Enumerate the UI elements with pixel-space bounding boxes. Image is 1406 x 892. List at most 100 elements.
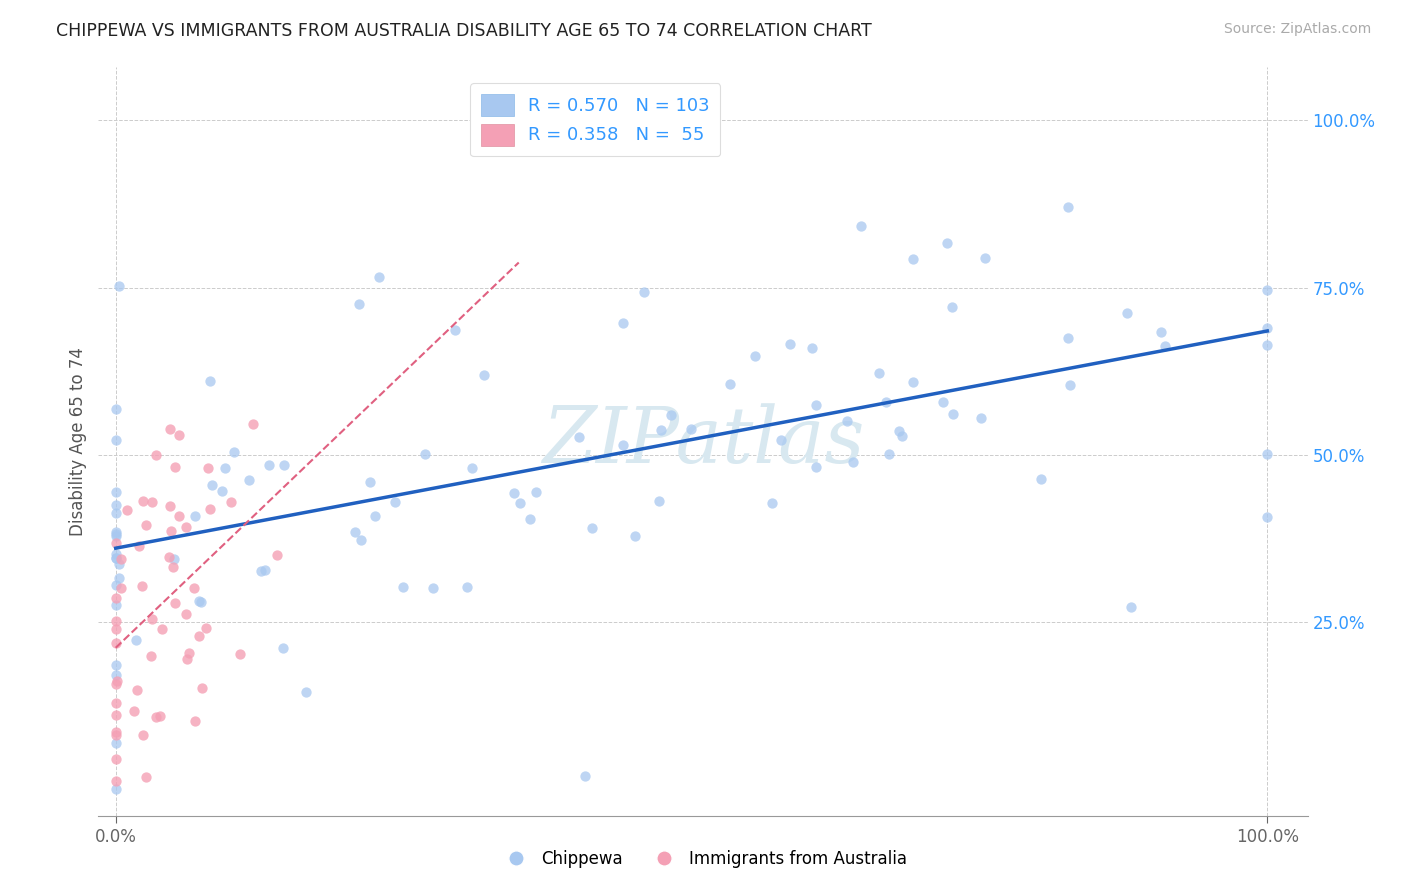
Point xyxy=(107,278,129,293)
Point xyxy=(623,528,645,542)
Point xyxy=(157,550,180,565)
Point xyxy=(104,529,127,543)
Point xyxy=(183,508,205,523)
Point xyxy=(105,673,128,688)
Point xyxy=(141,612,163,626)
Point xyxy=(1057,200,1080,214)
Point xyxy=(104,725,127,739)
Point xyxy=(222,444,245,458)
Point xyxy=(359,475,381,490)
Point xyxy=(350,533,373,547)
Point xyxy=(257,458,280,473)
Point xyxy=(104,551,127,566)
Point xyxy=(145,710,167,724)
Point xyxy=(1057,331,1080,345)
Point xyxy=(176,652,198,666)
Point xyxy=(104,677,127,691)
Point xyxy=(800,341,823,355)
Point xyxy=(132,493,155,508)
Point xyxy=(1029,472,1052,486)
Point xyxy=(877,447,900,461)
Point xyxy=(104,782,127,797)
Point xyxy=(190,595,212,609)
Point xyxy=(942,407,965,421)
Point xyxy=(214,461,236,475)
Point xyxy=(125,633,148,648)
Point xyxy=(890,428,912,442)
Point xyxy=(104,547,127,561)
Point xyxy=(162,560,184,574)
Point xyxy=(174,607,197,621)
Point xyxy=(271,640,294,655)
Point xyxy=(188,629,211,643)
Point xyxy=(647,494,669,508)
Point xyxy=(1116,306,1139,320)
Point xyxy=(104,728,127,742)
Point xyxy=(188,593,211,607)
Point xyxy=(183,581,205,595)
Point xyxy=(159,422,181,436)
Point xyxy=(228,647,250,661)
Point xyxy=(197,461,219,475)
Point xyxy=(612,317,634,331)
Text: Source: ZipAtlas.com: Source: ZipAtlas.com xyxy=(1223,22,1371,37)
Point xyxy=(363,509,385,524)
Point xyxy=(461,460,484,475)
Point xyxy=(509,496,531,510)
Point xyxy=(104,506,127,520)
Point xyxy=(128,539,150,553)
Point xyxy=(681,422,703,436)
Point xyxy=(650,423,672,437)
Point xyxy=(160,524,183,539)
Point xyxy=(901,375,924,389)
Point xyxy=(139,649,162,664)
Point xyxy=(163,595,186,609)
Point xyxy=(875,395,897,409)
Point xyxy=(108,558,131,572)
Point xyxy=(443,323,465,337)
Point xyxy=(104,636,127,650)
Point xyxy=(122,704,145,718)
Point xyxy=(936,235,959,250)
Point xyxy=(806,460,828,475)
Text: CHIPPEWA VS IMMIGRANTS FROM AUSTRALIA DISABILITY AGE 65 TO 74 CORRELATION CHART: CHIPPEWA VS IMMIGRANTS FROM AUSTRALIA DI… xyxy=(56,22,872,40)
Point xyxy=(770,433,793,447)
Point xyxy=(177,647,200,661)
Point xyxy=(1256,447,1278,461)
Point xyxy=(198,502,221,516)
Point xyxy=(135,770,157,784)
Point xyxy=(104,498,127,512)
Point xyxy=(633,285,655,300)
Point xyxy=(131,579,153,593)
Point xyxy=(135,518,157,533)
Point xyxy=(273,458,295,472)
Point xyxy=(1150,325,1173,339)
Point xyxy=(974,252,997,266)
Point xyxy=(391,580,413,594)
Point xyxy=(347,297,370,311)
Point xyxy=(568,430,591,444)
Point xyxy=(165,459,187,474)
Point xyxy=(132,727,155,741)
Point xyxy=(141,495,163,509)
Legend: R = 0.570   N = 103, R = 0.358   N =  55: R = 0.570 N = 103, R = 0.358 N = 55 xyxy=(470,84,720,156)
Point xyxy=(148,709,170,723)
Point xyxy=(184,714,207,729)
Point xyxy=(127,683,149,698)
Point xyxy=(413,447,436,461)
Point xyxy=(250,564,273,578)
Point xyxy=(194,621,217,635)
Point xyxy=(581,521,603,535)
Point xyxy=(104,736,127,750)
Point xyxy=(294,685,316,699)
Point xyxy=(1256,338,1278,352)
Point xyxy=(422,581,444,595)
Point xyxy=(1256,510,1278,524)
Point xyxy=(110,581,132,595)
Point xyxy=(167,508,190,523)
Point xyxy=(104,708,127,723)
Point xyxy=(104,774,127,789)
Point xyxy=(198,375,221,389)
Point xyxy=(104,667,127,681)
Point xyxy=(104,527,127,541)
